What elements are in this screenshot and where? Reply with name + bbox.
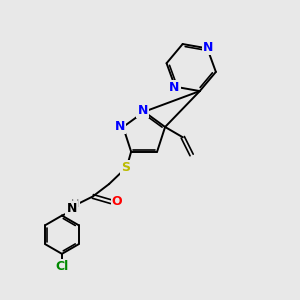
Text: N: N <box>114 121 125 134</box>
Text: N: N <box>169 81 180 94</box>
Text: N: N <box>137 104 148 117</box>
Text: N: N <box>203 41 213 54</box>
Text: Cl: Cl <box>55 260 69 273</box>
Text: S: S <box>121 161 130 174</box>
Text: N: N <box>67 202 77 215</box>
Text: H: H <box>70 199 79 209</box>
Text: O: O <box>112 195 122 208</box>
